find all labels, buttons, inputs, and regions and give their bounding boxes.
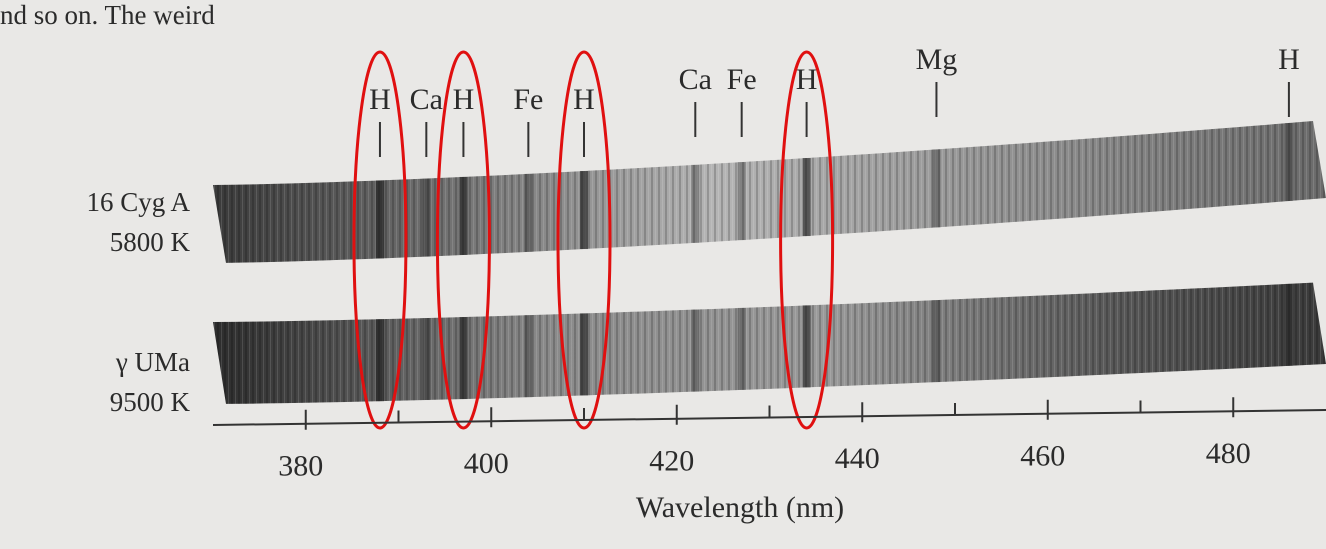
line-label: H: [369, 83, 391, 116]
line-label: H: [453, 83, 475, 116]
highlight-circle: [435, 50, 491, 430]
star-temperature: 5800 K: [110, 227, 191, 257]
tick-label: 380: [278, 450, 323, 483]
line-label: H: [573, 83, 595, 116]
line-label: Fe: [513, 83, 543, 116]
star-name: γ UMa: [115, 347, 190, 377]
tick-label: 420: [649, 445, 694, 478]
line-label: Ca: [410, 83, 443, 116]
absorption-line: [422, 178, 431, 257]
absorption-line: [802, 305, 811, 388]
page-text: nd so on. The weird: [0, 0, 215, 30]
absorption-line: [459, 317, 468, 400]
absorption-line: [524, 173, 533, 252]
annotations: H Ca H Fe H Ca Fe H Mg H 380 400 420 440 460 480: [212, 43, 1326, 483]
spectra: 16 Cyg A 5800 K γ UMa 9500 K: [86, 121, 1326, 417]
absorption-line: [691, 309, 700, 392]
highlight-circle: [779, 50, 835, 430]
line-label: H: [1278, 43, 1300, 76]
tick-label: 440: [835, 442, 880, 475]
absorption-line: [375, 180, 384, 259]
tick-label: 400: [464, 447, 509, 480]
line-label: Fe: [727, 63, 757, 96]
star-temperature: 9500 K: [110, 387, 191, 417]
absorption-line: [580, 313, 588, 396]
absorption-line: [691, 164, 700, 243]
tick-label: 460: [1020, 440, 1065, 473]
absorption-line: [459, 176, 468, 255]
line-label: Mg: [916, 43, 958, 76]
absorption-line: [1284, 123, 1293, 202]
highlight-circle: [556, 50, 612, 430]
spectrum-texture: [213, 282, 1326, 404]
absorption-line: [932, 300, 941, 383]
absorption-line: [1284, 283, 1293, 366]
spectrum-texture: [213, 121, 1326, 263]
absorption-line: [524, 315, 533, 398]
line-label: Ca: [679, 63, 712, 96]
absorption-line: [737, 162, 746, 241]
axis-label: Wavelength (nm): [636, 491, 844, 524]
highlight-circle: [352, 50, 408, 430]
absorption-line: [422, 318, 431, 401]
absorption-line: [580, 171, 588, 250]
star-name: 16 Cyg A: [86, 187, 190, 217]
absorption-line: [802, 158, 811, 237]
absorption-line: [932, 149, 941, 228]
line-label: H: [796, 63, 818, 96]
tick-label: 480: [1206, 437, 1251, 470]
absorption-line: [737, 307, 746, 390]
absorption-line: [375, 319, 384, 402]
